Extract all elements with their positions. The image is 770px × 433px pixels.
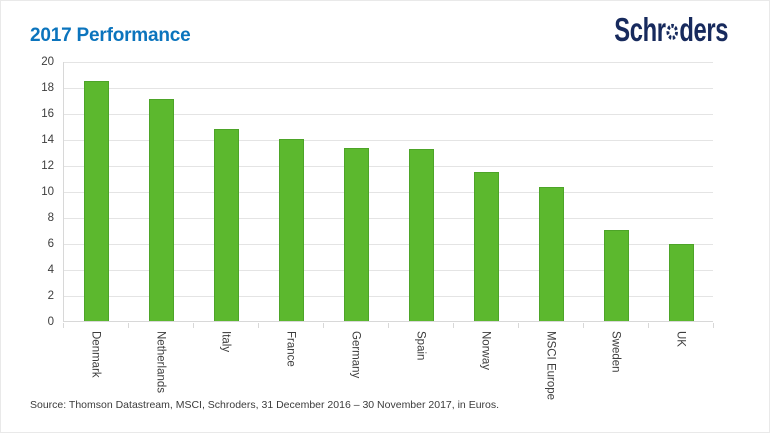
gridline-20 bbox=[64, 61, 713, 63]
x-axis-tick-4 bbox=[323, 323, 324, 328]
logo-o-icon bbox=[666, 11, 680, 40]
x-axis-label-france: France bbox=[284, 331, 297, 367]
x-axis-tick-3 bbox=[258, 323, 259, 328]
bar-italy bbox=[214, 128, 239, 321]
bar-netherlands bbox=[149, 98, 174, 321]
schroders-logo: Schr ders bbox=[614, 11, 728, 49]
logo-text-pre: Schr bbox=[614, 11, 666, 48]
x-axis-label-uk: UK bbox=[674, 331, 687, 347]
x-axis-tick-1 bbox=[128, 323, 129, 328]
gridline-18 bbox=[64, 87, 713, 89]
gridline-4 bbox=[64, 269, 713, 271]
gridline-16 bbox=[64, 113, 713, 115]
x-axis-tick-7 bbox=[518, 323, 519, 328]
bar-norway bbox=[474, 171, 499, 321]
y-axis-label-8: 8 bbox=[47, 212, 54, 224]
gridline-10 bbox=[64, 191, 713, 193]
x-axis-label-spain: Spain bbox=[414, 331, 427, 361]
x-axis-label-denmark: Denmark bbox=[89, 331, 102, 378]
y-axis-label-0: 0 bbox=[47, 316, 54, 328]
x-axis-tick-5 bbox=[388, 323, 389, 328]
page-title: 2017 Performance bbox=[30, 25, 191, 46]
y-axis-label-10: 10 bbox=[41, 186, 54, 198]
y-axis-label-16: 16 bbox=[41, 108, 54, 120]
gridline-14 bbox=[64, 139, 713, 141]
gridline-8 bbox=[64, 217, 713, 219]
bar-germany bbox=[344, 148, 369, 321]
x-axis-label-italy: Italy bbox=[219, 331, 232, 353]
y-axis-label-20: 20 bbox=[41, 56, 54, 68]
x-axis-tick-6 bbox=[453, 323, 454, 328]
bar-france bbox=[279, 139, 304, 321]
x-axis-label-netherlands: Netherlands bbox=[154, 331, 167, 394]
bar-sweden bbox=[604, 230, 629, 321]
gridline-12 bbox=[64, 165, 713, 167]
x-axis-label-sweden: Sweden bbox=[609, 331, 622, 373]
source-note: Source: Thomson Datastream, MSCI, Schrod… bbox=[30, 399, 500, 411]
x-axis-tick-0 bbox=[63, 323, 64, 328]
bar-spain bbox=[409, 149, 434, 321]
gridline-2 bbox=[64, 295, 713, 297]
y-axis-label-18: 18 bbox=[41, 82, 54, 94]
y-axis-label-2: 2 bbox=[47, 290, 54, 302]
y-axis-label-4: 4 bbox=[47, 264, 54, 276]
x-axis-tick-2 bbox=[193, 323, 194, 328]
bar-msci-europe bbox=[539, 187, 564, 321]
bar-denmark bbox=[84, 80, 109, 321]
y-axis-label-6: 6 bbox=[47, 238, 54, 250]
x-axis-label-msci-europe: MSCI Europe bbox=[544, 331, 557, 401]
plot-area bbox=[63, 61, 713, 322]
x-axis-tick-9 bbox=[648, 323, 649, 328]
x-axis-tick-8 bbox=[583, 323, 584, 328]
x-axis-label-germany: Germany bbox=[349, 331, 362, 379]
x-axis-tick-10 bbox=[713, 323, 714, 328]
y-axis-label-14: 14 bbox=[41, 134, 54, 146]
y-axis-label-12: 12 bbox=[41, 160, 54, 172]
gridline-6 bbox=[64, 243, 713, 245]
logo-text-post: ders bbox=[679, 11, 728, 48]
x-axis-label-norway: Norway bbox=[479, 331, 492, 370]
bar-uk bbox=[669, 244, 694, 321]
